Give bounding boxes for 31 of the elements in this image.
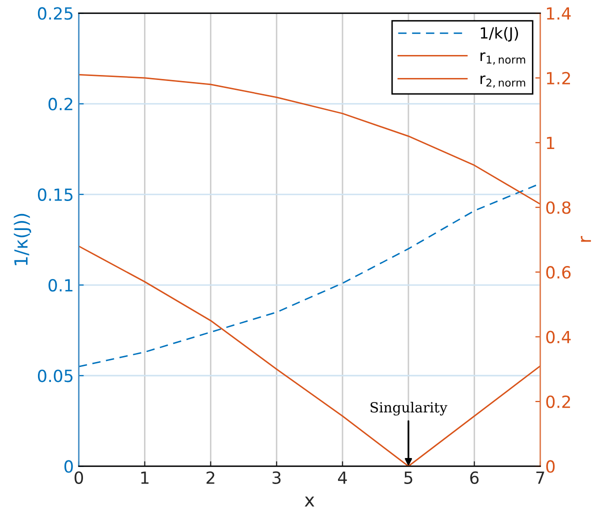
y2-axis-title: r <box>580 236 591 242</box>
legend-label: 1/k(J) <box>480 26 518 42</box>
y2-tick-label: 0.8 <box>546 201 571 214</box>
y-tick-label: 0.15 <box>38 188 72 201</box>
x-tick-label: 5 <box>404 472 412 484</box>
y-tick-label: 0.1 <box>48 278 72 292</box>
y-tick-label: 0.25 <box>38 7 72 20</box>
legend-label: r$_{2,norm}$ <box>480 75 526 88</box>
y-tick-label: 0.2 <box>48 98 72 110</box>
annotation: Singularity <box>370 402 448 416</box>
x-axis-title: x <box>304 496 314 506</box>
line-series <box>78 74 540 205</box>
y2-tick-label: 0.6 <box>546 266 571 279</box>
y2-tick-label: 1.4 <box>546 7 571 20</box>
y2-tick-label: 0.4 <box>546 330 571 344</box>
y2-tick-label: 1 <box>546 136 554 149</box>
y2-tick-label: 1.2 <box>546 72 570 84</box>
x-tick-label: 6 <box>470 471 479 484</box>
y-tick-label: 0.05 <box>38 370 72 382</box>
y-axis-title: 1/κ(J)) <box>14 214 32 266</box>
x-tick-label: 2 <box>206 471 214 484</box>
line-series <box>78 245 540 466</box>
y2-tick-label: 0.2 <box>546 395 570 408</box>
x-tick-label: 7 <box>536 472 544 484</box>
legend-label: r$_{1,norm}$ <box>480 52 526 65</box>
x-tick-label: 4 <box>338 472 347 484</box>
x-tick-label: 1 <box>141 472 148 484</box>
y2-tick-label: 0 <box>546 460 555 473</box>
x-tick-label: 0 <box>74 471 83 484</box>
y-tick-label: 0 <box>64 460 73 473</box>
x-tick-label: 3 <box>272 471 281 484</box>
